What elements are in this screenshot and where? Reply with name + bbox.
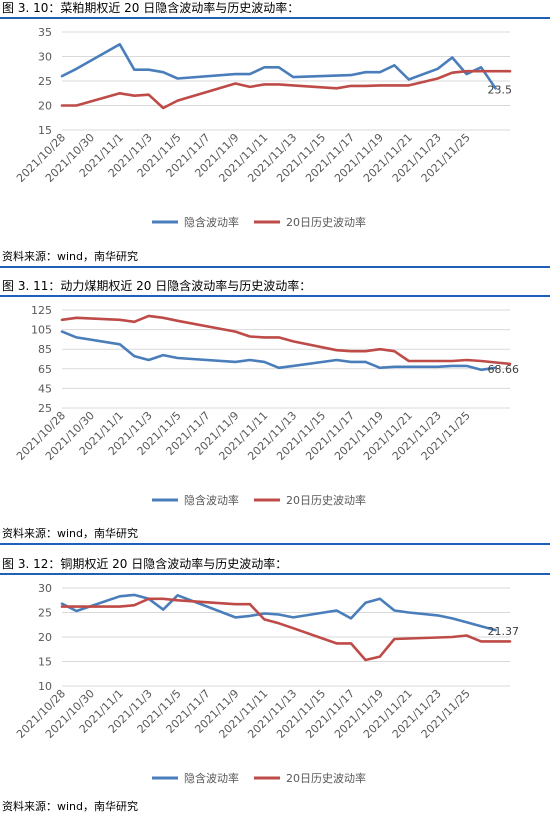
y-tick-label: 15 <box>38 124 52 137</box>
legend-label-implied: 隐含波动率 <box>184 493 239 507</box>
line-chart-1: 15202530352021/10/282021/10/302021/11/12… <box>14 26 513 229</box>
chart-title-2: 图 3. 11：动力煤期权近 20 日隐含波动率与历史波动率： <box>2 279 312 293</box>
source-note-3: 资料来源：wind，南华研究 <box>2 800 139 813</box>
line-chart-2: 254565851051252021/10/282021/10/302021/1… <box>14 304 520 507</box>
source-note-2: 资料来源：wind，南华研究 <box>2 527 139 540</box>
end-data-label: 21.37 <box>488 625 520 638</box>
y-tick-label: 105 <box>31 324 52 337</box>
series-line-historical <box>60 314 512 366</box>
series-line-implied <box>60 42 497 90</box>
y-tick-label: 25 <box>38 402 52 415</box>
title-rule-1 <box>0 17 550 19</box>
series-line-historical <box>60 597 512 662</box>
source-rule-2 <box>0 543 550 545</box>
series-line-historical <box>60 69 512 110</box>
legend-label-implied: 隐含波动率 <box>184 771 239 785</box>
legend-label-historical: 20日历史波动率 <box>286 771 366 785</box>
y-tick-label: 10 <box>38 680 52 693</box>
y-tick-label: 30 <box>38 582 52 595</box>
chart-title-1: 图 3. 10：菜粕期权近 20 日隐含波动率与历史波动率： <box>2 1 300 15</box>
y-tick-label: 65 <box>38 363 52 376</box>
source-rule-1 <box>0 266 550 268</box>
y-tick-label: 85 <box>38 343 52 356</box>
y-tick-label: 30 <box>38 51 52 64</box>
y-tick-label: 35 <box>38 26 52 39</box>
legend-label-historical: 20日历史波动率 <box>286 215 366 229</box>
y-tick-label: 15 <box>38 656 52 669</box>
line-chart-3: 10152025302021/10/282021/10/302021/11/12… <box>14 582 520 785</box>
y-tick-label: 20 <box>38 100 52 113</box>
y-tick-label: 25 <box>38 607 52 620</box>
end-data-label: 23.5 <box>488 83 513 96</box>
title-rule-3 <box>0 573 550 575</box>
title-rule-2 <box>0 295 550 297</box>
series-line-implied <box>60 330 497 372</box>
legend-label-implied: 隐含波动率 <box>184 215 239 229</box>
series-line-implied <box>60 593 497 632</box>
chart-panel-2: 图 3. 11：动力煤期权近 20 日隐含波动率与历史波动率： 25 45 65 85… <box>0 278 550 546</box>
end-data-label: 68.66 <box>488 363 520 376</box>
source-note-1: 资料来源：wind，南华研究 <box>2 250 139 263</box>
chart-title-3: 图 3. 12：铜期权近 20 日隐含波动率与历史波动率： <box>2 557 288 571</box>
y-tick-label: 25 <box>38 75 52 88</box>
y-tick-label: 45 <box>38 382 52 395</box>
chart-panel-1: 图 3. 10：菜粕期权近 20 日隐含波动率与历史波动率： 15 20 25 30 3… <box>0 0 550 268</box>
y-tick-label: 20 <box>38 631 52 644</box>
legend-label-historical: 20日历史波动率 <box>286 493 366 507</box>
y-tick-label: 125 <box>31 304 52 317</box>
chart-panel-3: 图 3. 12：铜期权近 20 日隐含波动率与历史波动率： 10 15 20 25 30… <box>0 556 550 818</box>
